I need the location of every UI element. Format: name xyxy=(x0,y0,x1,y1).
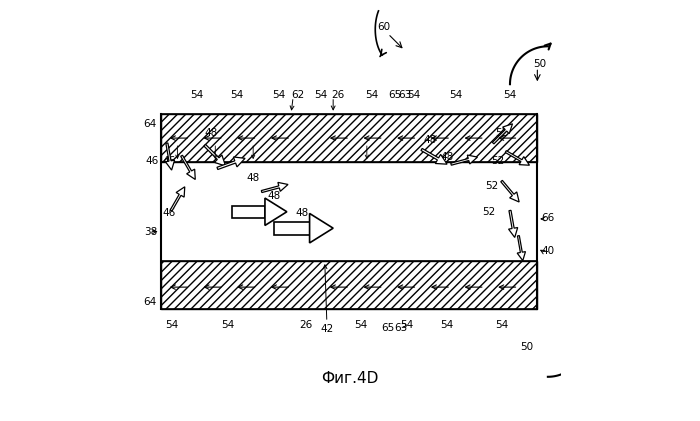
Text: 38: 38 xyxy=(144,226,157,237)
Text: 46: 46 xyxy=(162,208,176,218)
FancyArrow shape xyxy=(492,124,512,144)
Text: 64: 64 xyxy=(144,119,157,129)
FancyArrow shape xyxy=(421,149,447,164)
Bar xyxy=(232,205,265,218)
Text: 46: 46 xyxy=(162,156,176,166)
Text: 54: 54 xyxy=(314,90,328,100)
Text: 54: 54 xyxy=(365,90,378,100)
Bar xyxy=(274,221,309,235)
Text: 52: 52 xyxy=(491,156,504,166)
FancyArrow shape xyxy=(204,144,225,166)
Text: 48: 48 xyxy=(247,173,260,183)
Text: 48: 48 xyxy=(268,191,281,201)
Text: 52: 52 xyxy=(484,181,498,191)
Text: 54: 54 xyxy=(440,320,454,330)
FancyArrow shape xyxy=(500,180,519,202)
FancyArrow shape xyxy=(217,157,245,170)
FancyArrow shape xyxy=(505,151,529,165)
Text: 26: 26 xyxy=(300,320,313,330)
Text: 40: 40 xyxy=(542,246,554,256)
Text: 48: 48 xyxy=(440,152,454,162)
Polygon shape xyxy=(265,198,287,226)
Text: 54: 54 xyxy=(230,90,244,100)
Text: 26: 26 xyxy=(331,90,344,100)
Text: 50: 50 xyxy=(533,59,546,69)
Text: 48: 48 xyxy=(295,208,309,218)
Text: 54: 54 xyxy=(164,320,178,330)
Text: 64: 64 xyxy=(144,297,157,307)
FancyArrow shape xyxy=(165,143,174,170)
Text: 54: 54 xyxy=(354,320,368,330)
FancyArrow shape xyxy=(509,210,518,237)
Text: 54: 54 xyxy=(504,90,517,100)
Bar xyxy=(160,114,538,162)
FancyArrow shape xyxy=(261,182,288,192)
Text: 48: 48 xyxy=(205,128,218,138)
Text: 63: 63 xyxy=(398,90,412,100)
Text: 42: 42 xyxy=(321,324,334,334)
Text: 54: 54 xyxy=(190,90,203,100)
Text: 54: 54 xyxy=(449,90,462,100)
FancyArrow shape xyxy=(181,155,195,179)
Text: 65: 65 xyxy=(382,323,395,333)
Text: 60: 60 xyxy=(377,22,391,32)
Text: 46: 46 xyxy=(146,156,159,166)
Text: 54: 54 xyxy=(495,320,508,330)
Text: 66: 66 xyxy=(542,213,555,223)
Text: Фиг.4D: Фиг.4D xyxy=(321,371,379,386)
Text: 63: 63 xyxy=(394,323,407,333)
Text: 54: 54 xyxy=(272,90,286,100)
Polygon shape xyxy=(309,213,333,243)
Text: 52: 52 xyxy=(495,128,508,138)
Text: 52: 52 xyxy=(482,207,496,217)
Text: 54: 54 xyxy=(400,320,414,330)
Text: 48: 48 xyxy=(424,135,437,145)
FancyArrow shape xyxy=(451,155,477,165)
FancyArrow shape xyxy=(517,236,526,261)
Text: 62: 62 xyxy=(291,90,304,100)
Bar xyxy=(160,261,538,309)
Text: 50: 50 xyxy=(521,342,533,352)
FancyArrow shape xyxy=(170,187,185,211)
Text: 54: 54 xyxy=(222,320,235,330)
Text: 54: 54 xyxy=(407,90,420,100)
Text: 65: 65 xyxy=(388,90,401,100)
